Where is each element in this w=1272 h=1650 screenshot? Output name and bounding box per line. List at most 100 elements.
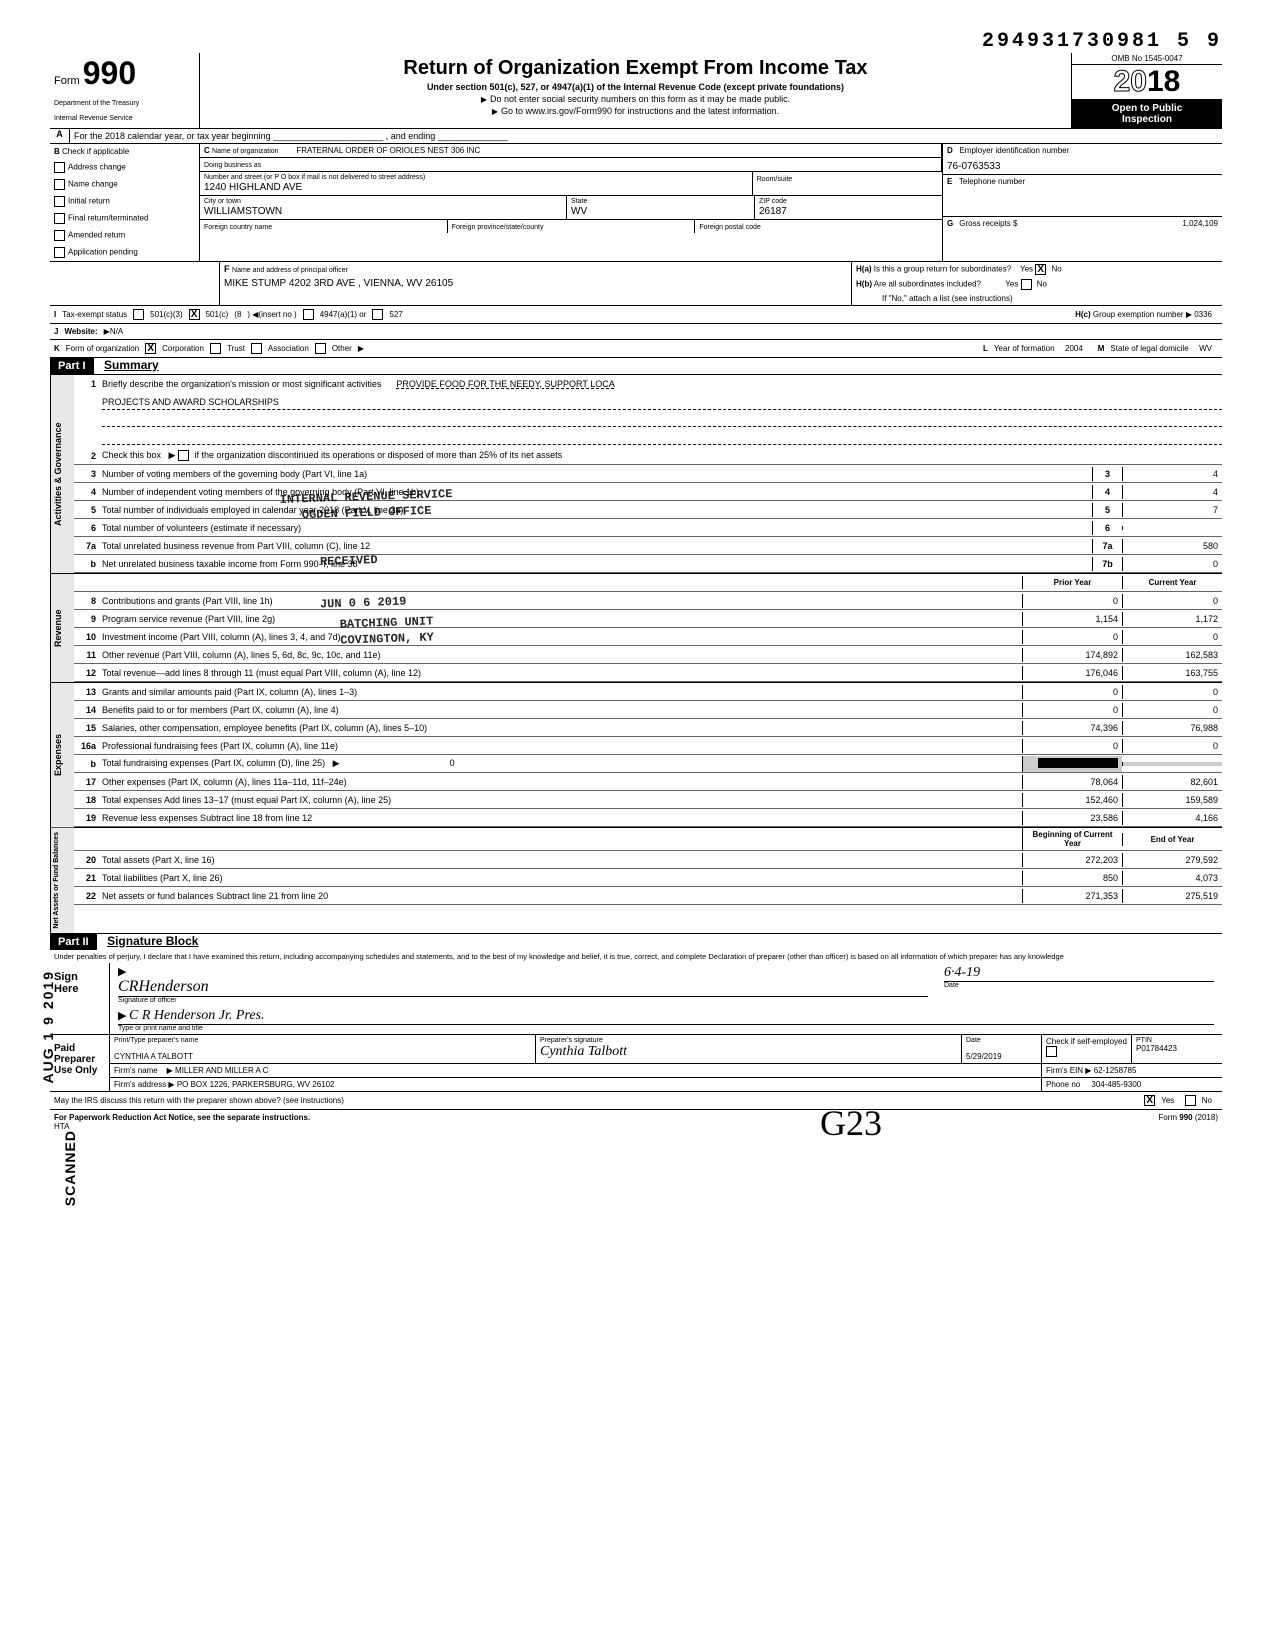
col-current: Current Year — [1122, 576, 1222, 589]
check-line2[interactable] — [178, 450, 189, 461]
open-public: Open to PublicInspection — [1072, 100, 1222, 128]
check-527[interactable] — [372, 309, 383, 320]
hc-label: Group exemption number — [1093, 310, 1184, 319]
check-corp[interactable] — [145, 343, 156, 354]
line11-p: 174,892 — [1022, 648, 1122, 662]
check-initial[interactable] — [54, 196, 65, 207]
check-address[interactable] — [54, 162, 65, 173]
line22-p: 271,353 — [1022, 889, 1122, 903]
zip-label: ZIP code — [759, 198, 938, 205]
form-subtitle: Under section 501(c), 527, or 4947(a)(1)… — [208, 82, 1063, 92]
line10-c: 0 — [1122, 630, 1222, 644]
ein: 76-0763533 — [947, 161, 1218, 172]
check-ha-yes[interactable] — [1035, 264, 1046, 275]
line18-c: 159,589 — [1122, 793, 1222, 807]
sig-name-label: Type or print name and title — [118, 1024, 1214, 1032]
line16b-shade2 — [1122, 762, 1222, 766]
check-pending[interactable] — [54, 247, 65, 258]
side-scanned-stamp: SCANNED — [62, 1130, 78, 1206]
tax-status-label: Tax-exempt status — [62, 310, 127, 319]
col-prior: Prior Year — [1022, 576, 1122, 589]
prep-date-label: Date — [966, 1037, 1037, 1044]
check-name[interactable] — [54, 179, 65, 190]
phone-e-label: Telephone number — [959, 177, 1025, 186]
firm-name: MILLER AND MILLER A C — [175, 1066, 268, 1075]
prep-sig-label: Preparer's signature — [540, 1037, 957, 1044]
foreign-prov-label: Foreign province/state/county — [452, 224, 544, 231]
line19-text: Revenue less expenses Subtract line 18 f… — [102, 811, 1022, 825]
year-form-label: Year of formation — [994, 344, 1055, 353]
footer: For Paperwork Reduction Act Notice, see … — [50, 1110, 1222, 1134]
check-final[interactable] — [54, 213, 65, 224]
prep-name-label: Print/Type preparer's name — [114, 1037, 531, 1044]
check-4947[interactable] — [303, 309, 314, 320]
part2-title: Signature Block — [99, 932, 206, 950]
col-eoy: End of Year — [1122, 833, 1222, 846]
state-label: State — [571, 198, 750, 205]
line8-text: Contributions and grants (Part VIII, lin… — [102, 594, 1022, 608]
dln-number: 294931730981 5 9 — [50, 30, 1222, 53]
firm-addr: PO BOX 1226, PARKERSBURG, WV 26102 — [177, 1080, 335, 1089]
line19-c: 4,166 — [1122, 811, 1222, 825]
omb-number: OMB No 1545-0047 — [1072, 53, 1222, 65]
line21-text: Total liabilities (Part X, line 26) — [102, 871, 1022, 885]
gross-receipts: 1,024,109 — [1182, 219, 1218, 228]
line5-val: 7 — [1122, 503, 1222, 517]
side-expenses: Expenses — [50, 683, 74, 827]
check-other[interactable] — [315, 343, 326, 354]
discuss-row: May the IRS discuss this return with the… — [50, 1092, 1222, 1110]
line19-p: 23,586 — [1022, 811, 1122, 825]
state: WV — [571, 206, 750, 217]
check-self-emp[interactable] — [1046, 1046, 1057, 1057]
line7b-text: Net unrelated business taxable income fr… — [102, 557, 1092, 571]
discuss-text: May the IRS discuss this return with the… — [54, 1096, 344, 1105]
part2-header: Part II — [50, 934, 97, 950]
h-a-label: Is this a group return for subordinates? — [874, 265, 1011, 274]
check-501c3[interactable] — [133, 309, 144, 320]
form-number-box: Form 990 Department of the Treasury Inte… — [50, 53, 200, 128]
row-j: J Website: ▶ N/A — [50, 324, 1222, 340]
line13-text: Grants and similar amounts paid (Part IX… — [102, 685, 1022, 699]
line12-c: 163,755 — [1122, 666, 1222, 680]
line17-c: 82,601 — [1122, 775, 1222, 789]
hc-val: 0336 — [1194, 310, 1212, 319]
sig-officer-label: Signature of officer — [118, 996, 928, 1004]
ein-label: Employer identification number — [959, 146, 1069, 155]
col-b-label: Check if applicable — [62, 147, 129, 156]
line21-c: 4,073 — [1122, 871, 1222, 885]
line22-c: 275,519 — [1122, 889, 1222, 903]
officer-label: Name and address of principal officer — [232, 267, 348, 274]
check-hb-no[interactable] — [1021, 279, 1032, 290]
line6-text: Total number of volunteers (estimate if … — [102, 521, 1092, 535]
check-discuss-no[interactable] — [1185, 1095, 1196, 1106]
foreign-country-label: Foreign country name — [204, 224, 272, 231]
line17-text: Other expenses (Part IX, column (A), lin… — [102, 775, 1022, 789]
org-name: FRATERNAL ORDER OF ORIOLES NEST 306 INC — [296, 146, 480, 155]
line16b-val: 0 — [450, 758, 455, 768]
check-discuss-yes[interactable] — [1144, 1095, 1155, 1106]
side-revenue: Revenue — [50, 574, 74, 682]
firm-phone: 304-485-9300 — [1091, 1080, 1141, 1089]
line16b-text: Total fundraising expenses (Part IX, col… — [102, 758, 325, 768]
note-url: Go to www.irs.gov/Form990 for instructio… — [501, 106, 779, 116]
check-amended[interactable] — [54, 230, 65, 241]
check-trust[interactable] — [210, 343, 221, 354]
org-info: C Name of organization FRATERNAL ORDER O… — [200, 144, 942, 261]
line8-c: 0 — [1122, 594, 1222, 608]
line7a-text: Total unrelated business revenue from Pa… — [102, 539, 1092, 553]
line10-text: Investment income (Part VIII, column (A)… — [102, 630, 1022, 644]
firm-addr-label: Firm's address — [114, 1080, 166, 1089]
col-boy: Beginning of Current Year — [1022, 828, 1122, 850]
line6-val — [1122, 526, 1222, 530]
check-501c[interactable] — [189, 309, 200, 320]
col-h: H(a) Is this a group return for subordin… — [852, 262, 1222, 305]
check-assoc[interactable] — [251, 343, 262, 354]
form-org-label: Form of organization — [66, 344, 139, 353]
line17-p: 78,064 — [1022, 775, 1122, 789]
line16a-text: Professional fundraising fees (Part IX, … — [102, 739, 1022, 753]
prep-sig: Cynthia Talbott — [540, 1044, 957, 1060]
col-a-label: A — [50, 129, 70, 143]
line3-text: Number of voting members of the governin… — [102, 467, 1092, 481]
prep-date: 5/29/2019 — [966, 1052, 1037, 1061]
row-k-l-m: K Form of organization Corporation Trust… — [50, 340, 1222, 358]
